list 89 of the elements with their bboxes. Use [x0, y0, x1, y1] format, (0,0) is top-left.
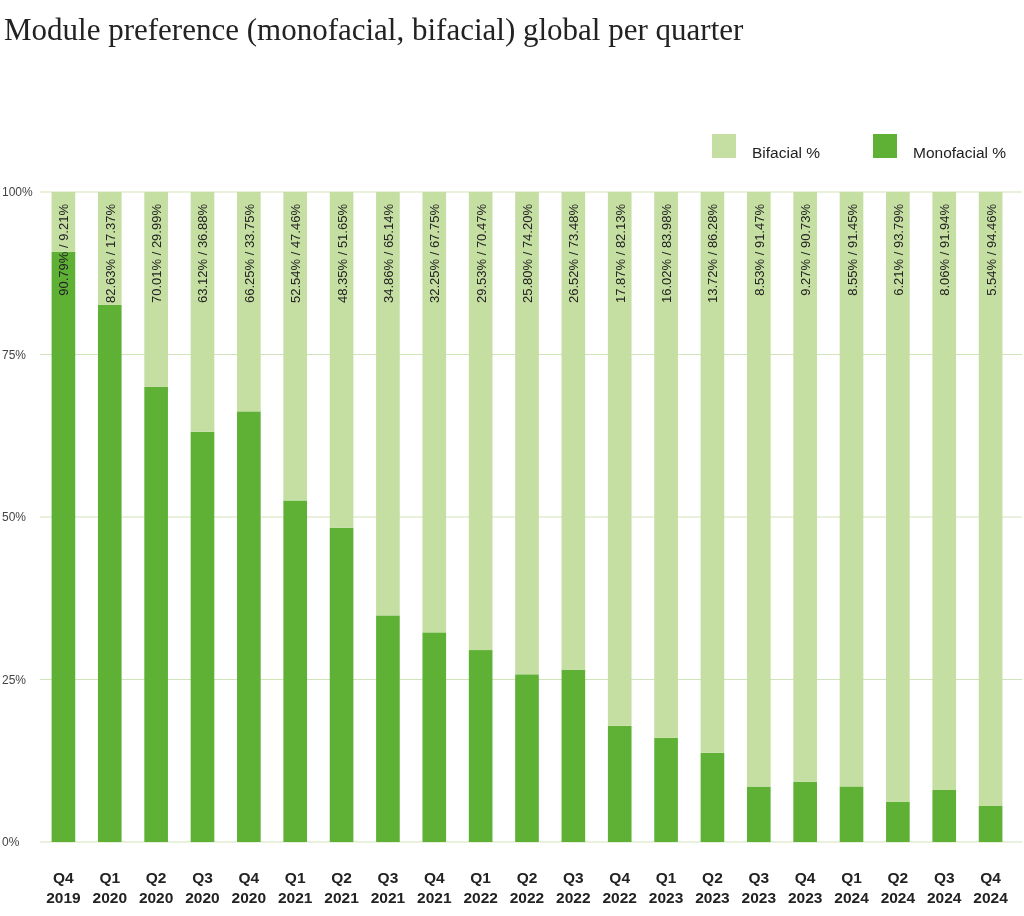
data-label: 66.25% / 33.75% [241, 203, 257, 304]
bar [376, 615, 400, 842]
data-label: 13.72% / 86.28% [705, 203, 721, 304]
data-label: 5.54% / 94.46% [983, 203, 999, 296]
bar [839, 192, 864, 787]
bar [237, 192, 261, 412]
x-tick-label: Q3 2024 [926, 869, 962, 906]
data-label: 90.79% / 9.21% [56, 203, 72, 296]
bar [746, 786, 771, 842]
x-tick-label: Q1 2023 [648, 869, 684, 906]
y-tick-label: 0% [2, 835, 20, 849]
bar [607, 725, 632, 842]
bar [793, 781, 817, 842]
data-label: 70.01% / 29.99% [149, 203, 165, 304]
x-tick-label: Q2 2024 [880, 869, 916, 906]
bar [515, 192, 539, 675]
bar [654, 737, 678, 842]
x-tick-label: Q1 2022 [463, 869, 498, 906]
data-label: 17.87% / 82.13% [612, 203, 628, 304]
bar [51, 251, 76, 842]
bar [654, 192, 678, 738]
bar [932, 192, 957, 790]
data-label: 63.12% / 36.88% [195, 203, 211, 304]
bar [190, 431, 215, 842]
x-tick-label: Q3 2020 [185, 869, 220, 906]
bar [144, 386, 168, 842]
data-label: 29.53% / 70.47% [473, 203, 489, 304]
bar [422, 632, 447, 842]
data-label: 52.54% / 47.46% [288, 203, 304, 304]
bar [97, 304, 122, 842]
bar [978, 192, 1003, 806]
x-tick-label: Q2 2023 [695, 869, 731, 906]
x-tick-label: Q3 2023 [741, 869, 777, 906]
legend-label: Bifacial % [752, 144, 821, 161]
y-tick-label: 50% [2, 510, 27, 524]
bar [886, 192, 910, 802]
y-tick-label: 100% [2, 185, 34, 199]
x-tick-label: Q1 2020 [92, 869, 128, 906]
bar [422, 192, 447, 633]
bar [468, 650, 493, 842]
bar [468, 192, 493, 651]
bar [746, 192, 771, 787]
bar [329, 527, 354, 842]
x-tick-label: Q4 2024 [973, 869, 1009, 906]
data-label: 34.86% / 65.14% [380, 203, 396, 304]
x-tick-label: Q4 2021 [417, 869, 452, 906]
legend-label: Monofacial % [913, 144, 1007, 161]
data-label: 82.63% / 17.37% [102, 203, 118, 304]
y-tick-label: 25% [2, 672, 27, 687]
bar [376, 192, 400, 616]
data-label: 16.02% / 83.98% [659, 203, 675, 304]
y-tick-label: 75% [2, 347, 27, 362]
x-tick-label: Q4 2019 [46, 869, 82, 906]
bar [793, 192, 817, 782]
bar [700, 192, 725, 753]
data-label: 9.27% / 90.73% [798, 203, 814, 296]
x-tick-label: Q4 2022 [602, 869, 637, 906]
bar [283, 500, 308, 842]
data-label: 8.06% / 91.94% [937, 203, 953, 296]
data-label: 26.52% / 73.48% [566, 203, 582, 304]
data-label: 32.25% / 67.75% [427, 203, 443, 304]
bar [932, 789, 957, 842]
x-tick-label: Q3 2021 [370, 869, 406, 906]
x-tick-label: Q4 2023 [787, 869, 823, 906]
bar [329, 192, 354, 528]
bar [144, 192, 168, 387]
x-tick-label: Q3 2022 [556, 869, 591, 906]
data-label: 48.35% / 51.65% [334, 203, 350, 304]
bar [515, 674, 539, 842]
data-label: 25.80% / 74.20% [520, 203, 535, 304]
x-tick-label: Q2 2021 [324, 869, 360, 906]
x-tick-label: Q4 2020 [231, 869, 267, 906]
bar [237, 411, 261, 842]
bar [283, 192, 308, 501]
bar [886, 801, 910, 842]
bar [978, 805, 1003, 842]
bar [700, 752, 725, 842]
data-label: 6.21% / 93.79% [890, 203, 906, 296]
x-tick-label: Q2 2022 [509, 869, 545, 906]
bar [561, 669, 586, 842]
data-label: 8.55% / 91.45% [844, 203, 860, 296]
bar [839, 786, 864, 842]
x-tick-label: Q2 2020 [138, 869, 174, 906]
bar [561, 192, 586, 670]
bar [607, 192, 632, 726]
data-label: 8.53% / 91.47% [751, 203, 767, 296]
chart-title: Module preference (monofacial, bifacial) global per quarter [4, 12, 744, 47]
x-tick-label: Q1 2024 [834, 869, 870, 906]
x-tick-label: Q1 2021 [277, 869, 313, 906]
